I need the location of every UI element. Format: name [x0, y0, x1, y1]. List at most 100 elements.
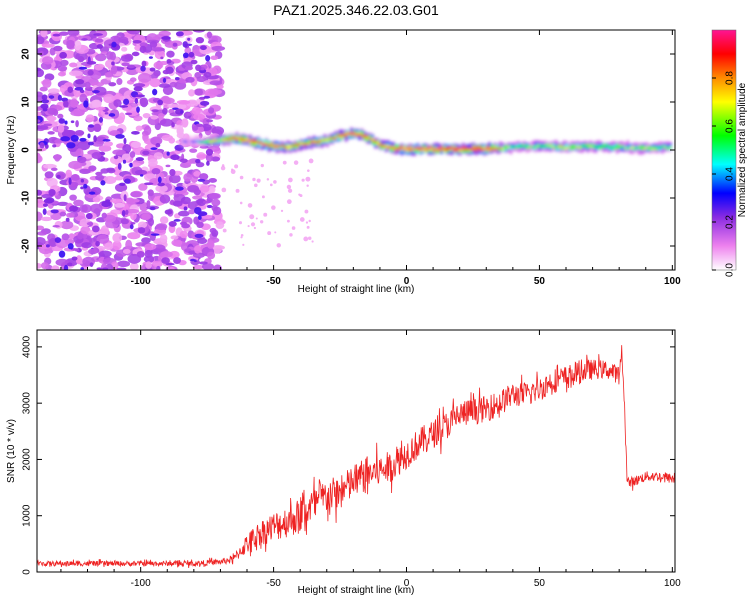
noise-blob: [46, 115, 57, 122]
noise-blob: [106, 51, 114, 60]
ridge-segment: [472, 149, 475, 152]
noise-blob: [159, 194, 171, 204]
noise-speckle: [174, 144, 184, 151]
noise-speckle: [58, 250, 66, 258]
noise-blob: [137, 72, 152, 83]
ridge-segment: [390, 145, 393, 148]
noise-speckle: [92, 89, 100, 94]
ridge-segment: [520, 145, 523, 148]
ridge-segment: [475, 146, 478, 151]
noise-blob: [153, 61, 164, 70]
noise-blob: [158, 83, 171, 88]
ridge-segment: [270, 143, 273, 146]
faint-spot: [249, 214, 255, 220]
noise-blob: [191, 106, 201, 116]
ridge-segment: [650, 147, 654, 150]
noise-speckle: [69, 205, 78, 212]
noise-blob: [55, 171, 66, 180]
ridge-segment: [533, 145, 537, 149]
ridge-segment: [360, 134, 364, 138]
noise-speckle: [116, 267, 127, 270]
figure-title: PAZ1.2025.346.22.03.G01: [273, 2, 439, 18]
noise-speckle: [127, 64, 136, 69]
noise-speckle: [195, 36, 205, 44]
noise-speckle: [175, 31, 184, 37]
noise-blob: [73, 199, 84, 207]
noise-speckle: [125, 209, 129, 215]
ridge-segment: [299, 143, 303, 146]
faint-spot: [273, 180, 277, 184]
ridge-segment: [201, 141, 204, 144]
noise-blob: [215, 221, 225, 230]
noise-blob: [74, 40, 82, 51]
noise-speckle: [54, 237, 62, 243]
noise-blob: [69, 70, 83, 77]
noise-speckle: [96, 267, 102, 270]
noise-blob: [92, 99, 102, 108]
ridge-segment: [310, 141, 313, 144]
noise-blob: [114, 202, 125, 208]
noise-blob: [81, 242, 92, 249]
ridge-segment: [392, 147, 396, 150]
faint-spot: [220, 165, 226, 171]
ridge-segment: [655, 147, 659, 150]
noise-blob: [75, 255, 83, 265]
noise-speckle: [150, 147, 158, 150]
noise-speckle: [71, 256, 78, 261]
noise-blob: [68, 233, 75, 240]
ridge-segment: [488, 146, 491, 149]
noise-blob: [114, 175, 124, 181]
ridge-segment: [188, 135, 191, 146]
ridge-segment: [227, 138, 231, 141]
ridge-segment: [336, 135, 340, 138]
ridge-segment: [623, 147, 627, 150]
faint-spot: [247, 225, 250, 228]
noise-speckle: [147, 189, 154, 197]
noise-blob: [145, 261, 152, 269]
ridge-segment: [586, 144, 590, 147]
ridge-segment: [382, 144, 385, 147]
noise-speckle: [186, 112, 192, 116]
faint-spot: [287, 219, 290, 223]
noise-speckle: [165, 164, 171, 168]
ridge-segment: [658, 146, 662, 148]
ridge-segment: [631, 145, 635, 148]
snr-y-tick-label: 4000: [22, 335, 33, 358]
ridge-segment: [570, 146, 574, 150]
noise-speckle: [193, 259, 197, 263]
faint-spot: [267, 231, 272, 236]
noise-blob: [103, 141, 114, 147]
ridge-segment: [246, 140, 250, 143]
noise-blob: [139, 202, 149, 212]
ridge-segment: [416, 147, 420, 151]
spectrogram-noise-blobs: [37, 30, 314, 270]
noise-speckle: [58, 31, 69, 36]
spectrogram-y-tick-label: 10: [21, 96, 32, 108]
noise-blob: [169, 81, 178, 88]
noise-blob: [155, 172, 165, 181]
ridge-segment: [485, 147, 489, 150]
ridge-segment: [437, 146, 441, 150]
noise-speckle: [74, 248, 80, 252]
ridge-segment: [254, 141, 257, 145]
ridge-segment: [312, 140, 316, 144]
ridge-segment: [453, 147, 457, 150]
faint-spot: [308, 219, 311, 223]
ridge-segment: [594, 145, 598, 148]
noise-speckle: [161, 257, 170, 264]
spectrogram-x-tick-label: -100: [131, 276, 151, 287]
ridge-segment: [281, 144, 284, 147]
ridge-segment: [307, 140, 311, 145]
ridge-segment: [363, 134, 366, 138]
noise-speckle: [87, 133, 91, 139]
noise-speckle: [113, 155, 119, 160]
noise-speckle: [56, 174, 61, 179]
ridge-segment: [390, 146, 393, 150]
ridge-segment: [251, 140, 255, 143]
snr-y-tick-label: 1000: [22, 504, 33, 527]
faint-spot: [308, 158, 314, 164]
ridge-segment: [408, 148, 412, 152]
noise-speckle: [94, 38, 104, 43]
noise-speckle: [149, 40, 158, 48]
noise-speckle: [155, 143, 161, 148]
